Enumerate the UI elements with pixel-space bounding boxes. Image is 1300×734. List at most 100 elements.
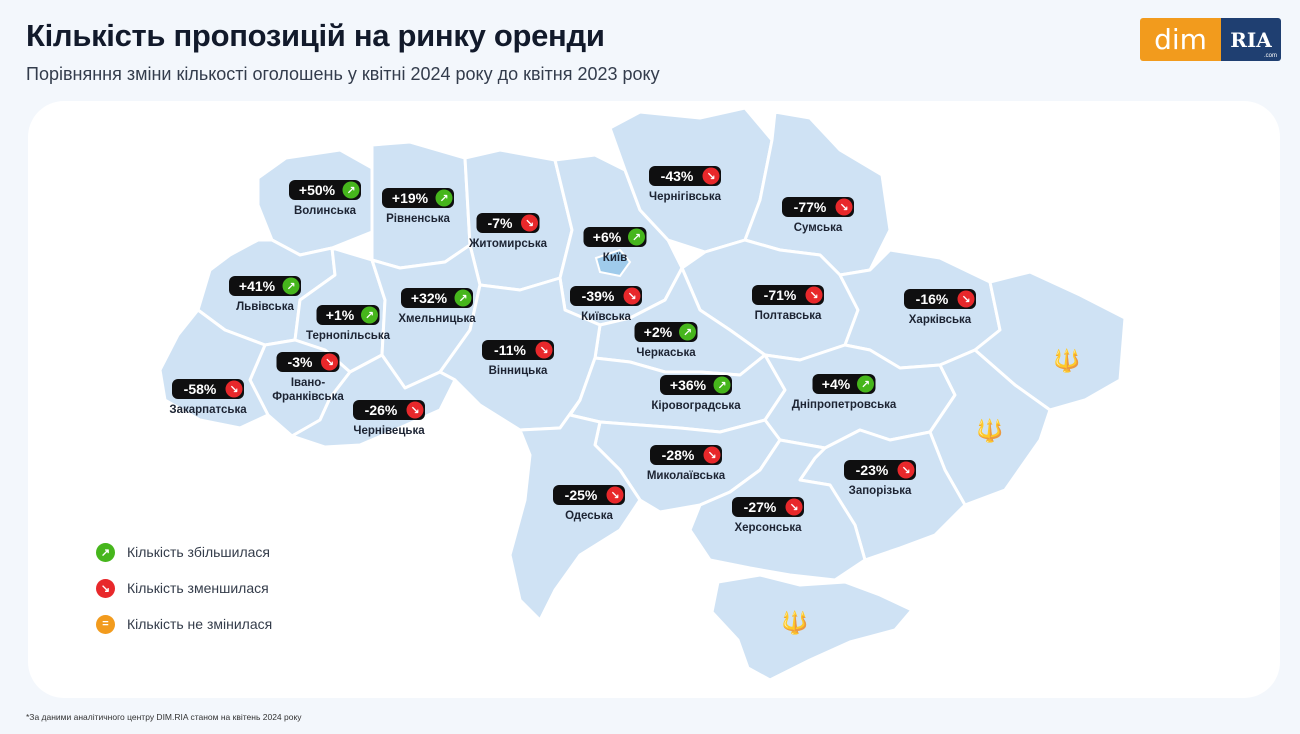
region-name: Тернопільська — [306, 330, 391, 342]
region-shape-volynska[interactable] — [256, 148, 374, 257]
region-shape-odeska[interactable] — [508, 398, 642, 622]
change-value: +32% — [411, 290, 448, 306]
arrow-up-right-icon — [713, 376, 731, 394]
page-title: Кількість пропозицій на ринку оренди — [26, 18, 605, 53]
trend-arrow-glyph: ↘ — [539, 344, 548, 357]
arrow-up-right-icon — [282, 277, 300, 295]
region-name: Вінницька — [489, 365, 548, 377]
change-badge — [650, 445, 722, 465]
region-label-13[interactable]: +2% ↗ Черкаська — [634, 322, 698, 359]
logo-ria-sub: .com — [1263, 53, 1277, 59]
region-label-4[interactable]: +6% ↗ Київ — [583, 227, 647, 264]
region-name: Чернівецька — [353, 425, 425, 437]
change-value: +4% — [822, 376, 851, 392]
region-name: Хмельницька — [398, 313, 476, 325]
change-value: -27% — [744, 499, 777, 515]
change-value: -25% — [565, 487, 598, 503]
region-name: Рівненська — [386, 213, 450, 225]
change-value: -58% — [184, 381, 217, 397]
change-badge — [732, 497, 804, 517]
change-badge — [553, 485, 625, 505]
trend-arrow-glyph: ↗ — [458, 292, 467, 305]
region-shape-crimea[interactable] — [710, 573, 914, 682]
region-name: Волинська — [294, 205, 357, 217]
region-label-3[interactable]: -7% ↘ Житомирська — [468, 213, 548, 250]
trend-arrow-glyph: ↘ — [839, 201, 848, 214]
change-value: +1% — [326, 307, 355, 323]
change-value: +41% — [239, 278, 276, 294]
trident-icon: 🔱 — [781, 610, 808, 636]
region-name: Запорізька — [849, 485, 912, 497]
arrow-up-right-icon — [857, 375, 874, 393]
region-label-23[interactable]: -27% ↘ Херсонська — [732, 497, 804, 534]
region-label-14[interactable]: -11% ↘ Вінницька — [482, 340, 554, 377]
legend-label: Кількість зменшилася — [127, 580, 269, 596]
trend-arrow-glyph: ↘ — [789, 501, 798, 514]
trend-arrow-glyph: ↘ — [961, 293, 970, 306]
arrow-down-right-icon — [623, 287, 641, 305]
region-name: Київ — [603, 252, 627, 264]
trident-icon: 🔱 — [1053, 348, 1080, 374]
trend-arrow-glyph: ↗ — [717, 379, 726, 392]
arrow-down-right-icon — [897, 461, 915, 479]
region-name: Київська — [581, 311, 631, 323]
region-label-15[interactable]: -3% ↘Івано- Франківська — [272, 352, 344, 403]
arrow-up-right-icon — [342, 181, 360, 199]
arrow-down-right-icon — [406, 401, 424, 419]
arrow-down-right-icon — [606, 486, 624, 504]
arrow-up-right-icon — [454, 289, 472, 307]
trident-icon: 🔱 — [976, 418, 1003, 444]
legend-item-nochange: = Кількість не змінилася — [96, 606, 272, 642]
region-label-21[interactable]: -23% ↘ Запорізька — [844, 460, 916, 497]
region-label-1[interactable]: +50% ↗ Волинська — [289, 180, 361, 217]
change-value: -3% — [288, 354, 313, 370]
region-label-17[interactable]: -26% ↘ Чернівецька — [353, 400, 425, 437]
change-badge — [904, 289, 976, 309]
region-shape-donetska[interactable] — [928, 348, 1052, 507]
region-label-18[interactable]: +36% ↗ Кіровоградська — [651, 375, 741, 412]
region-label-16[interactable]: -58% ↘ Закарпатська — [169, 379, 247, 416]
dim-ria-logo[interactable]: dim RIA .com — [1140, 18, 1281, 61]
trend-arrow-glyph: ↗ — [683, 326, 692, 339]
change-badge — [752, 285, 824, 305]
region-label-2[interactable]: +19% ↗ Рівненська — [382, 188, 454, 225]
change-value: -11% — [494, 342, 526, 358]
region-shape-luhanska[interactable] — [973, 270, 1127, 412]
change-value: -7% — [488, 215, 513, 231]
region-name: Харківська — [909, 314, 972, 326]
region-label-12[interactable]: -16% ↘ Харківська — [904, 289, 976, 326]
trend-arrow-glyph: ↘ — [610, 489, 619, 502]
region-label-7[interactable]: +41% ↗ Львівська — [229, 276, 301, 313]
trend-arrow-glyph: ↘ — [229, 383, 238, 396]
region-label-8[interactable]: +1% ↗ Тернопільська — [306, 305, 391, 342]
trend-arrow-glyph: ↘ — [525, 217, 534, 230]
region-label-20[interactable]: -28% ↘ Миколаївська — [647, 445, 726, 482]
trend-arrow-glyph: ↗ — [365, 309, 374, 322]
equals-icon: = — [96, 614, 115, 634]
region-label-9[interactable]: +32% ↗ Хмельницька — [398, 288, 476, 325]
legend-item-increase: ↗ Кількість збільшилася — [96, 534, 272, 570]
change-value: +6% — [593, 229, 622, 245]
change-badge — [353, 400, 425, 420]
change-value: +50% — [299, 182, 336, 198]
trend-arrow-glyph: ↘ — [809, 289, 818, 302]
arrow-up-right-icon — [628, 228, 645, 246]
labels-layer: +50% ↗ Волинська +19% ↗ Рівненська -7% ↘ Житомир… — [169, 166, 976, 534]
arrow-up-right-icon — [435, 189, 453, 207]
region-label-5[interactable]: -43% ↘ Чернігівська — [649, 166, 722, 203]
region-label-22[interactable]: -25% ↘ Одеська — [553, 485, 625, 522]
kyiv-city-shape[interactable] — [594, 248, 632, 278]
footnote: *За даними аналітичного центру DIM.RIA с… — [26, 712, 302, 722]
change-value: -39% — [582, 288, 615, 304]
emblems-layer: 🔱 🔱 🔱 — [781, 348, 1080, 636]
region-label-19[interactable]: +4% ↗ Дніпропетровська — [792, 374, 897, 411]
arrow-down-right-icon — [535, 341, 553, 359]
region-label-6[interactable]: -77% ↘ Сумська — [782, 197, 854, 234]
arrow-down-right-icon — [957, 290, 975, 308]
region-label-11[interactable]: -71% ↘ Полтавська — [752, 285, 824, 322]
region-name: Івано- — [291, 377, 325, 389]
change-value: -26% — [365, 402, 398, 418]
trend-arrow-glyph: ↘ — [901, 464, 910, 477]
region-label-10[interactable]: -39% ↘ Київська — [570, 286, 642, 323]
